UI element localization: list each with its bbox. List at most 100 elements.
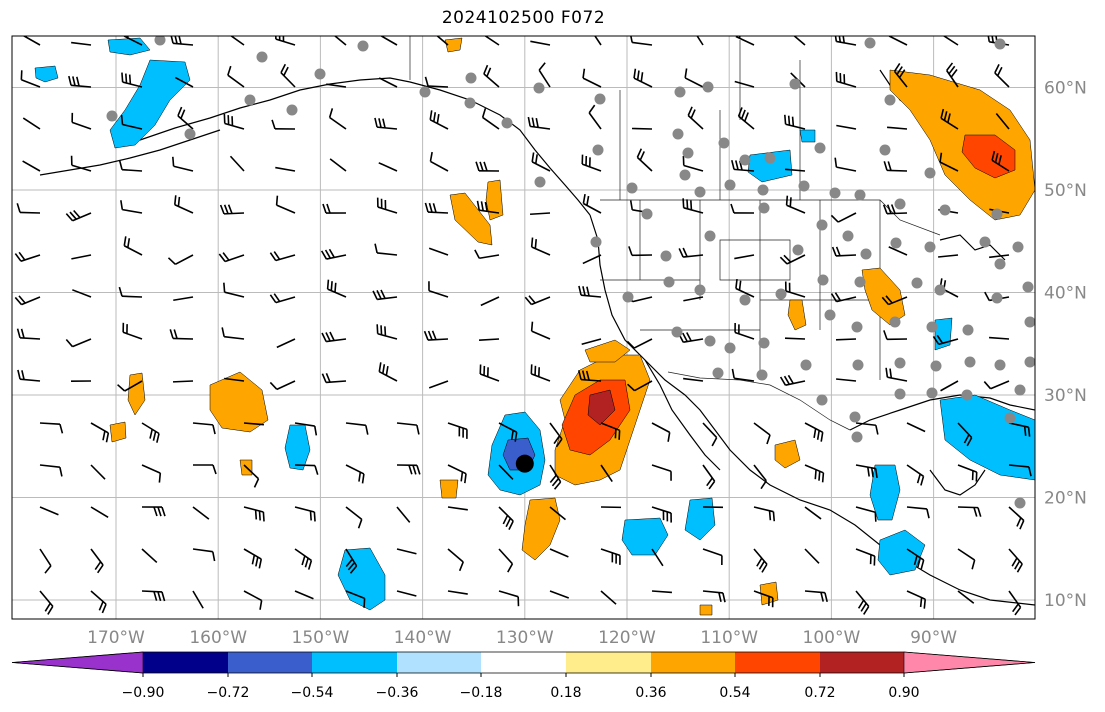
- wind-barb: [1008, 422, 1031, 437]
- wind-barb: [753, 464, 767, 490]
- wind-barb: [651, 548, 664, 567]
- wind-barb: [600, 464, 613, 482]
- anomaly-region: [587, 389, 616, 426]
- station-dot: [718, 137, 730, 149]
- wind-barb: [71, 112, 92, 130]
- anomaly-region: [934, 317, 953, 351]
- wind-barb: [932, 334, 959, 346]
- wind-barb: [734, 254, 755, 260]
- wind-barb: [322, 203, 347, 214]
- lon-tick-label: 140°W: [394, 628, 452, 648]
- wind-barb: [834, 157, 857, 172]
- station-dot: [592, 144, 604, 156]
- wind-barb: [39, 590, 54, 615]
- anomaly-region: [877, 529, 926, 576]
- wind-barb: [994, 64, 1010, 88]
- wind-barb: [702, 590, 726, 603]
- wind-barb: [447, 464, 467, 484]
- wind-barb: [683, 377, 704, 382]
- wind-barb: [779, 374, 806, 386]
- wind-barb: [498, 422, 518, 442]
- longitude-labels: 170°W 160°W 150°W 140°W 130°W 120°W 110°W 100°W…: [87, 628, 957, 648]
- wind-barb: [294, 548, 313, 570]
- wind-barb: [192, 464, 217, 475]
- station-dot: [314, 68, 326, 80]
- wind-barb: [16, 328, 41, 340]
- station-dot: [724, 342, 736, 354]
- wind-barb: [682, 198, 704, 214]
- wind-barb: [785, 195, 806, 214]
- wind-barb: [328, 108, 347, 130]
- wind-barb: [779, 254, 806, 265]
- station-dot: [1014, 384, 1026, 396]
- station-dot: [991, 208, 1003, 220]
- wind-barb: [731, 368, 755, 382]
- wind-barb: [90, 548, 104, 574]
- station-dot: [764, 152, 776, 164]
- anomaly-region: [439, 479, 459, 499]
- wind-barb: [177, 106, 194, 130]
- wind-barb: [531, 152, 551, 172]
- station-dot: [775, 288, 787, 300]
- wind-barb: [883, 330, 908, 341]
- station-dot: [860, 248, 872, 260]
- wind-barb: [957, 590, 975, 604]
- wind-barb: [429, 110, 449, 130]
- station-dots: [106, 36, 1035, 509]
- wind-barb: [529, 212, 551, 216]
- wind-barb: [345, 548, 358, 574]
- anomaly-region: [774, 439, 801, 469]
- map-title: 2024102500 F072: [441, 8, 606, 28]
- station-dot: [851, 321, 863, 333]
- wind-barb: [957, 464, 978, 482]
- station-dot: [798, 180, 810, 192]
- wind-barb: [582, 254, 602, 265]
- wind-barb: [175, 76, 194, 88]
- station-dot: [979, 236, 991, 248]
- station-dot: [789, 78, 801, 90]
- wind-barb: [549, 422, 563, 448]
- wind-barb: [243, 548, 263, 569]
- wind-barb: [192, 548, 216, 562]
- wind-barb: [578, 285, 602, 298]
- wind-barb: [835, 71, 857, 88]
- wind-barb: [696, 36, 704, 46]
- wind-barb: [893, 62, 908, 88]
- wind-barb: [957, 506, 982, 517]
- station-dot: [911, 277, 923, 289]
- anomaly-region: [127, 372, 146, 416]
- wind-barb: [484, 36, 500, 46]
- wind-barb: [940, 108, 959, 130]
- wind-barb: [498, 590, 520, 607]
- wind-barb: [192, 506, 210, 520]
- wind-barb: [784, 114, 806, 130]
- wind-barb: [678, 247, 704, 258]
- wind-barb: [830, 292, 857, 303]
- wind-barb: [396, 422, 420, 435]
- station-dot: [926, 387, 938, 399]
- station-dot: [994, 258, 1006, 270]
- colorbar-segment: [651, 652, 735, 673]
- wind-barb: [39, 506, 59, 516]
- station-dot: [286, 104, 298, 116]
- colorbar-tick-label: −0.54: [291, 685, 334, 701]
- wind-barb: [71, 41, 92, 46]
- wind-barb: [549, 464, 562, 490]
- wind-barb: [530, 364, 551, 382]
- wind-barb: [374, 243, 398, 256]
- colorbar-tick-label: 0.90: [888, 685, 919, 701]
- station-dot: [660, 250, 672, 262]
- station-dot: [962, 324, 974, 336]
- colorbar-extend-low: [11, 651, 144, 674]
- wind-barb: [447, 548, 464, 572]
- station-dot: [889, 316, 901, 328]
- station-dot: [724, 179, 736, 191]
- wind-barb: [269, 251, 296, 262]
- station-dot: [106, 110, 118, 122]
- wind-barb: [938, 254, 959, 258]
- wind-barb: [957, 422, 973, 447]
- station-dot: [674, 86, 686, 98]
- station-dot: [694, 284, 706, 296]
- wind-barb: [831, 246, 857, 257]
- station-dot: [184, 128, 196, 140]
